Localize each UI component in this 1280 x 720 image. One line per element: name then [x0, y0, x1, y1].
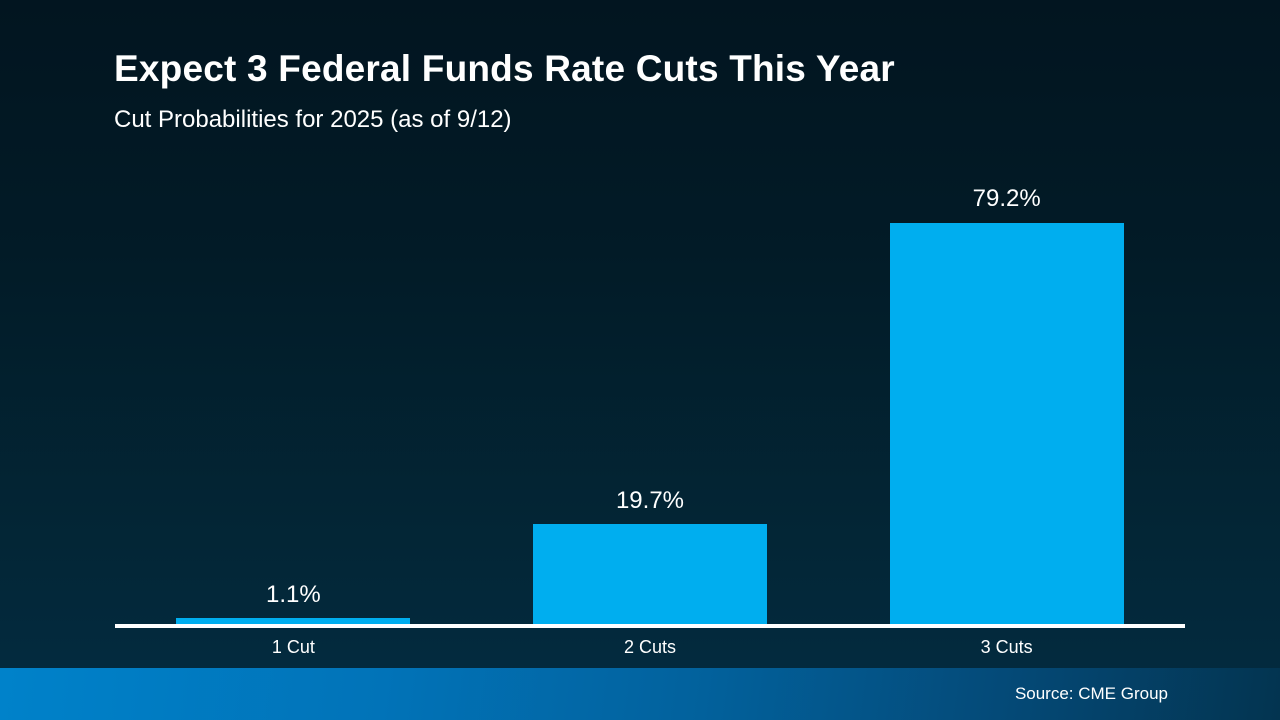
- x-axis-baseline: [115, 624, 1185, 628]
- bar-1-cut: [176, 618, 411, 624]
- data-label-3-cuts: 79.2%: [972, 185, 1041, 213]
- data-label-1-cut: 1.1%: [265, 580, 321, 608]
- bar-group-2-cuts: 19.7%: [472, 487, 829, 624]
- category-label-3-cuts: 3 Cuts: [980, 637, 1033, 657]
- x-axis-category-labels: 1 Cut 2 Cuts 3 Cuts: [115, 637, 1185, 659]
- bar-chart-plot-area: 1.1% 19.7% 79.2%: [115, 185, 1185, 624]
- chart-subtitle: Cut Probabilities for 2025 (as of 9/12): [114, 106, 512, 133]
- category-label-1-cut: 1 Cut: [271, 637, 315, 657]
- data-label-2-cuts: 19.7%: [615, 486, 685, 514]
- bar-group-1-cut: 1.1%: [115, 581, 472, 624]
- bar-3-cuts: [889, 223, 1124, 624]
- chart-title: Expect 3 Federal Funds Rate Cuts This Ye…: [114, 48, 895, 89]
- source-credit: Source: CME Group: [1014, 684, 1168, 703]
- bar-2-cuts: [532, 524, 767, 624]
- bar-group-3-cuts: 79.2%: [828, 185, 1185, 624]
- footer-accent-bar: Source: CME Group: [0, 668, 1280, 720]
- category-label-2-cuts: 2 Cuts: [623, 637, 676, 657]
